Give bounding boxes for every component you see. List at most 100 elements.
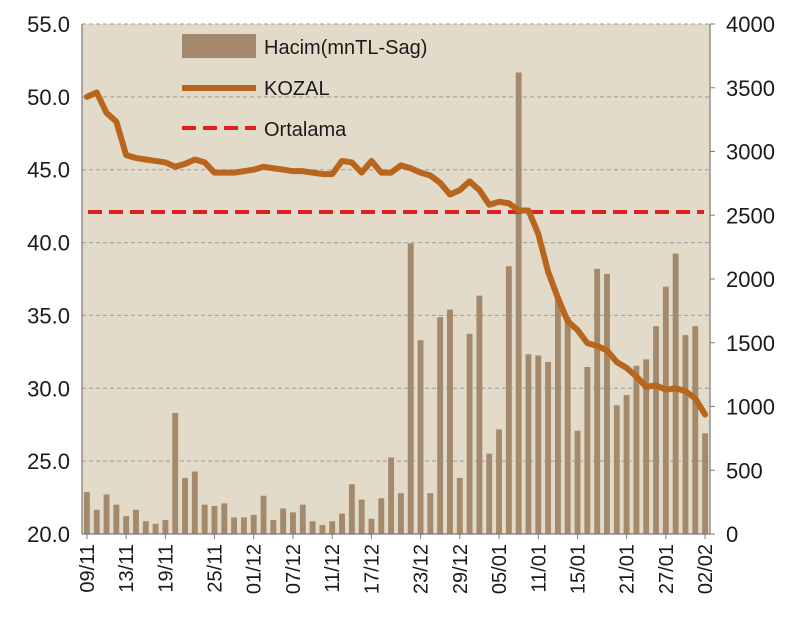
x-tick-label: 21/01 xyxy=(617,544,639,594)
volume-bar xyxy=(653,326,659,534)
x-tick-label: 25/11 xyxy=(205,544,227,593)
right-tick-label: 2000 xyxy=(726,267,775,292)
volume-bar xyxy=(221,503,228,534)
left-tick-label: 20.0 xyxy=(27,522,70,547)
volume-bar xyxy=(250,514,257,535)
legend: Hacim(mnTL-Sag) KOZAL Ortalama xyxy=(182,34,427,141)
volume-bar xyxy=(545,361,552,535)
left-tick-label: 25.0 xyxy=(27,449,70,474)
right-tick-label: 3500 xyxy=(726,76,775,101)
volume-bar xyxy=(299,504,306,534)
x-tick-label: 15/01 xyxy=(568,544,590,594)
volume-bar xyxy=(231,517,238,534)
volume-bar xyxy=(535,355,542,534)
volume-bar xyxy=(417,340,424,534)
volume-bar xyxy=(505,266,512,534)
left-tick-label: 45.0 xyxy=(27,158,70,183)
volume-bar xyxy=(486,453,493,534)
volume-bar xyxy=(692,326,699,534)
x-tick-label: 07/12 xyxy=(283,544,305,594)
x-tick-label: 23/12 xyxy=(411,544,433,594)
volume-bar xyxy=(672,253,679,534)
volume-bar xyxy=(515,72,522,534)
volume-bar xyxy=(93,509,100,534)
legend-volume-swatch xyxy=(182,34,256,58)
volume-bar xyxy=(604,273,610,534)
volume-bar xyxy=(407,243,414,535)
volume-bar xyxy=(594,268,601,534)
volume-bar xyxy=(623,395,630,534)
left-tick-label: 40.0 xyxy=(27,231,70,256)
volume-bar xyxy=(397,493,404,534)
volume-bar xyxy=(496,429,502,534)
volume-bar xyxy=(554,296,561,534)
volume-bar xyxy=(388,457,395,534)
right-tick-label: 1500 xyxy=(726,331,775,356)
right-tick-label: 500 xyxy=(726,458,763,483)
volume-bar xyxy=(280,508,287,534)
x-tick-label: 27/01 xyxy=(656,544,678,594)
x-tick-label: 19/11 xyxy=(155,544,177,593)
x-tick-label: 05/01 xyxy=(489,544,511,594)
volume-bar xyxy=(613,405,620,534)
volume-bar xyxy=(427,493,434,534)
right-tick-label: 3000 xyxy=(726,140,775,165)
x-tick-label: 02/02 xyxy=(695,544,717,594)
right-tick-label: 0 xyxy=(726,522,738,547)
left-tick-label: 55.0 xyxy=(27,12,70,37)
x-axis-ticks: 09/11 13/11 19/11 25/11 01/12 07/12 11/12 17/12… xyxy=(77,534,717,594)
right-tick-label: 1000 xyxy=(726,395,775,420)
volume-bar xyxy=(142,521,149,534)
volume-bar xyxy=(123,516,130,534)
volume-bar xyxy=(348,484,355,534)
volume-bar xyxy=(437,317,444,534)
volume-bar xyxy=(662,286,669,534)
legend-average-label: Ortalama xyxy=(264,119,347,141)
volume-bar xyxy=(358,499,365,534)
volume-bar xyxy=(152,523,159,534)
volume-bar xyxy=(133,509,139,534)
legend-volume-label: Hacim(mnTL-Sag) xyxy=(264,37,427,59)
volume-bar xyxy=(191,471,198,534)
volume-bar xyxy=(309,521,316,534)
volume-bar xyxy=(476,295,483,534)
price-line-layer xyxy=(83,89,709,418)
left-tick-label: 50.0 xyxy=(27,85,70,110)
volume-bar xyxy=(329,521,336,534)
volume-bar xyxy=(564,317,571,534)
volume-bar xyxy=(172,412,179,535)
volume-bar xyxy=(643,359,650,534)
volume-bar xyxy=(525,354,532,534)
volume-bar xyxy=(447,309,453,534)
price-line xyxy=(83,89,709,418)
volume-bar xyxy=(633,365,640,534)
x-tick-label: 17/12 xyxy=(362,544,384,594)
x-tick-label: 29/12 xyxy=(450,544,472,594)
volume-bar xyxy=(319,525,326,534)
volume-bar xyxy=(466,333,473,534)
volume-bar xyxy=(368,518,375,534)
x-tick-label: 01/12 xyxy=(244,544,266,594)
x-tick-label: 11/01 xyxy=(528,544,550,593)
legend-price-label: KOZAL xyxy=(264,78,330,100)
volume-bar xyxy=(290,512,296,534)
volume-bar xyxy=(201,504,208,534)
volume-bar xyxy=(456,477,463,534)
volume-bar xyxy=(574,430,581,534)
right-axis-ticks: 4000 3500 3000 2500 2000 1500 1000 500 0 xyxy=(710,12,775,547)
left-tick-label: 30.0 xyxy=(27,376,70,401)
volume-bar xyxy=(103,494,110,534)
volume-bar xyxy=(702,433,709,534)
volume-bar xyxy=(339,513,345,534)
volume-bar xyxy=(260,495,267,534)
x-tick-label: 11/12 xyxy=(322,544,344,593)
volume-bar xyxy=(378,498,385,534)
volume-bar xyxy=(682,335,689,534)
volume-bar xyxy=(162,519,169,534)
volume-bars xyxy=(83,72,709,535)
volume-bar xyxy=(584,366,591,534)
volume-bar xyxy=(240,517,247,534)
volume-bar xyxy=(270,519,277,534)
